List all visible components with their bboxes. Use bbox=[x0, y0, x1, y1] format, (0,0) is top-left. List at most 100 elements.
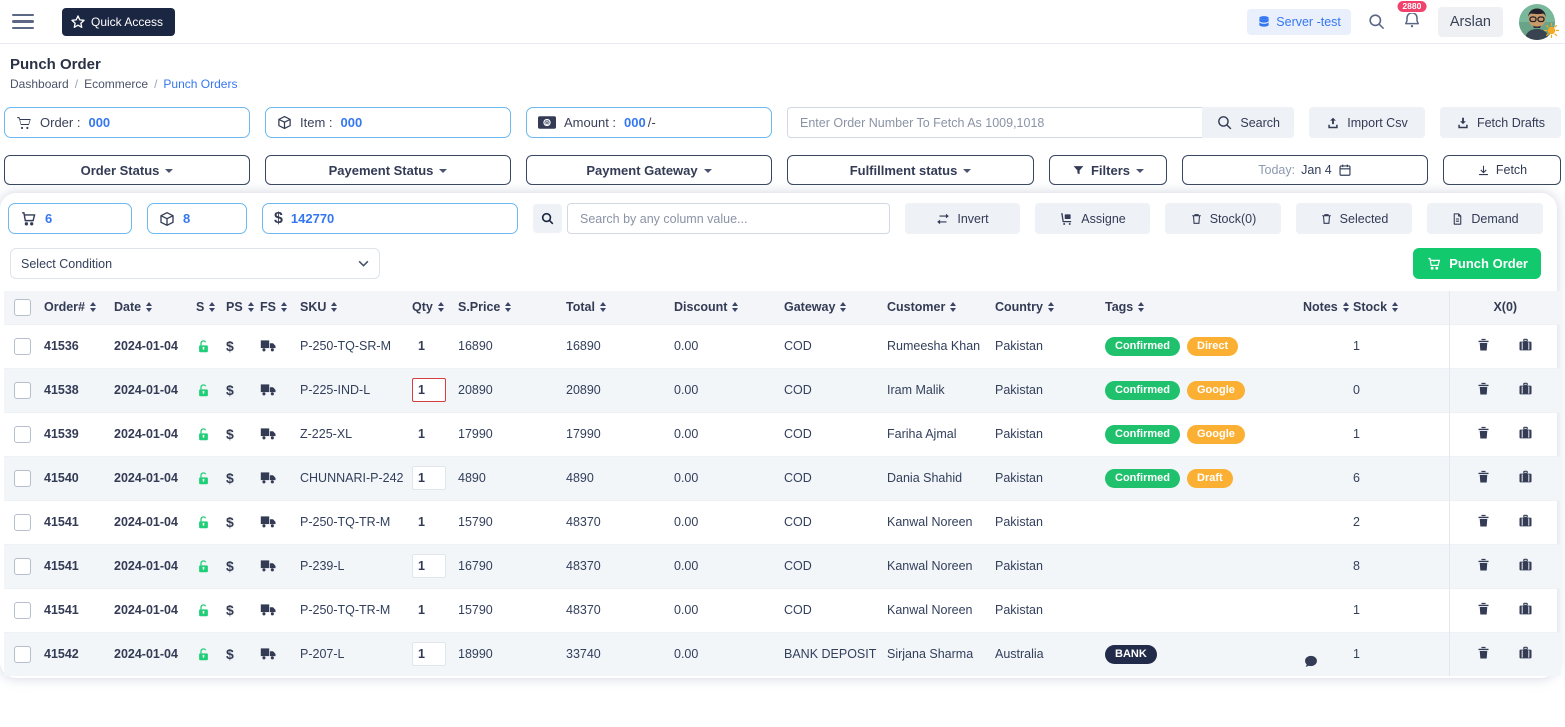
menu-icon[interactable] bbox=[12, 13, 34, 30]
stock-briefcase-icon[interactable] bbox=[1517, 557, 1534, 573]
delete-icon[interactable] bbox=[1476, 644, 1491, 661]
column-header-notes[interactable]: Notes bbox=[1299, 291, 1349, 324]
column-header-total[interactable]: Total bbox=[562, 291, 670, 324]
column-header-s-price[interactable]: S.Price bbox=[454, 291, 562, 324]
notifications-bell-icon[interactable] bbox=[1402, 9, 1422, 30]
stock-briefcase-icon[interactable] bbox=[1517, 425, 1534, 441]
column-header-date[interactable]: Date bbox=[110, 291, 192, 324]
row-checkbox[interactable] bbox=[14, 425, 31, 443]
delete-icon[interactable] bbox=[1476, 600, 1491, 617]
payment-status-dropdown[interactable]: Payement Status bbox=[265, 155, 511, 185]
column-header-sku[interactable]: SKU bbox=[296, 291, 408, 324]
customer-name: Kanwal Noreen bbox=[887, 603, 973, 617]
punch-order-button[interactable]: Punch Order bbox=[1413, 248, 1541, 279]
discount: 0.00 bbox=[674, 603, 699, 617]
column-header-tags[interactable]: Tags bbox=[1101, 291, 1299, 324]
qty-input[interactable] bbox=[412, 334, 446, 358]
demand-button[interactable]: Demand bbox=[1427, 203, 1543, 234]
breadcrumb-ecommerce[interactable]: Ecommerce bbox=[84, 77, 149, 91]
select-all-checkbox[interactable] bbox=[14, 298, 31, 316]
stock-briefcase-icon[interactable] bbox=[1517, 513, 1534, 529]
column-header-discount[interactable]: Discount bbox=[670, 291, 780, 324]
breadcrumb-dashboard[interactable]: Dashboard bbox=[10, 77, 69, 91]
column-header-country[interactable]: Country bbox=[991, 291, 1101, 324]
stock-briefcase-icon[interactable] bbox=[1517, 601, 1534, 617]
filters-dropdown[interactable]: Filters bbox=[1049, 155, 1167, 185]
fetch-button[interactable]: Fetch bbox=[1443, 155, 1561, 185]
sort-icon bbox=[505, 302, 512, 313]
row-checkbox[interactable] bbox=[14, 513, 31, 531]
column-header-fs[interactable]: FS bbox=[256, 291, 296, 324]
qty-input[interactable] bbox=[412, 422, 446, 446]
qty-input[interactable] bbox=[412, 642, 446, 667]
server-selector[interactable]: Server -test bbox=[1247, 8, 1351, 35]
qty-input[interactable] bbox=[412, 378, 446, 402]
column-header-s[interactable]: S bbox=[192, 291, 222, 324]
column-header-customer[interactable]: Customer bbox=[883, 291, 991, 324]
row-checkbox[interactable] bbox=[14, 337, 31, 355]
swap-arrows-icon bbox=[936, 213, 950, 225]
stock-briefcase-icon[interactable] bbox=[1517, 381, 1534, 397]
date-range-picker[interactable]: Today: Jan 4 bbox=[1182, 155, 1428, 185]
truck-icon bbox=[260, 515, 292, 529]
delete-icon[interactable] bbox=[1476, 380, 1491, 397]
note-bubble-icon[interactable] bbox=[1303, 654, 1345, 669]
search-button[interactable]: Search bbox=[1202, 107, 1294, 138]
column-search-input[interactable] bbox=[567, 203, 890, 234]
column-header-order-[interactable]: Order# bbox=[40, 291, 110, 324]
row-checkbox[interactable] bbox=[14, 381, 31, 399]
column-header-gateway[interactable]: Gateway bbox=[780, 291, 883, 324]
qty-input[interactable] bbox=[412, 554, 446, 578]
payment-gateway-dropdown[interactable]: Payment Gateway bbox=[526, 155, 772, 185]
column-header-qty[interactable]: Qty bbox=[408, 291, 454, 324]
fetch-drafts-button[interactable]: Fetch Drafts bbox=[1440, 107, 1561, 138]
fulfillment-status-dropdown[interactable]: Fulfillment status bbox=[787, 155, 1034, 185]
amount-box: 0 Amount : 000 /- bbox=[526, 107, 772, 138]
delete-icon[interactable] bbox=[1476, 424, 1491, 441]
row-checkbox[interactable] bbox=[14, 557, 31, 575]
order-status-dropdown[interactable]: Order Status bbox=[4, 155, 250, 185]
notification-count-badge: 2880 bbox=[1396, 0, 1428, 13]
stock-count: 6 bbox=[1353, 471, 1360, 485]
condition-row: Select Condition Punch Order bbox=[10, 248, 1541, 279]
qty-input[interactable] bbox=[412, 598, 446, 622]
stock-briefcase-icon[interactable] bbox=[1517, 469, 1534, 485]
customer-name: Kanwal Noreen bbox=[887, 515, 973, 529]
column-header-ps[interactable]: PS bbox=[222, 291, 256, 324]
quick-access-button[interactable]: Quick Access bbox=[62, 7, 176, 36]
order-date: 2024-01-04 bbox=[114, 383, 178, 397]
order-date: 2024-01-04 bbox=[114, 471, 178, 485]
selected-orders-box: 6 bbox=[8, 203, 132, 234]
customer-name: Rumeesha Khan bbox=[887, 339, 981, 353]
order-fetch-input[interactable] bbox=[787, 107, 1203, 138]
order-count-box: Order : 000 bbox=[4, 107, 250, 138]
row-checkbox[interactable] bbox=[14, 469, 31, 487]
user-name-chip[interactable]: Arslan bbox=[1437, 6, 1503, 37]
tag-google: Google bbox=[1187, 424, 1245, 444]
delete-icon[interactable] bbox=[1476, 468, 1491, 485]
selected-button[interactable]: Selected bbox=[1296, 203, 1412, 234]
tags-cell bbox=[1101, 499, 1299, 544]
condition-select[interactable]: Select Condition bbox=[10, 248, 380, 279]
avatar[interactable] bbox=[1519, 3, 1559, 40]
order-total: 17990 bbox=[566, 427, 601, 441]
delete-icon[interactable] bbox=[1476, 336, 1491, 353]
invert-button[interactable]: Invert bbox=[905, 203, 1020, 234]
row-checkbox[interactable] bbox=[14, 601, 31, 619]
stock-button[interactable]: Stock(0) bbox=[1165, 203, 1281, 234]
assign-button[interactable]: Assigne bbox=[1035, 203, 1150, 234]
tags-cell: Confirmed Direct bbox=[1101, 323, 1299, 368]
qty-input[interactable] bbox=[412, 466, 446, 490]
stock-briefcase-icon[interactable] bbox=[1517, 645, 1534, 661]
import-csv-button[interactable]: Import Csv bbox=[1309, 107, 1425, 138]
delete-icon[interactable] bbox=[1476, 512, 1491, 529]
calendar-icon bbox=[1338, 163, 1352, 177]
search-icon[interactable] bbox=[1367, 12, 1386, 31]
column-search-icon[interactable] bbox=[533, 204, 562, 233]
qty-input[interactable] bbox=[412, 510, 446, 534]
column-header-stock[interactable]: Stock bbox=[1349, 291, 1449, 324]
row-checkbox[interactable] bbox=[14, 645, 31, 663]
cube-icon bbox=[159, 211, 175, 227]
delete-icon[interactable] bbox=[1476, 556, 1491, 573]
stock-briefcase-icon[interactable] bbox=[1517, 337, 1534, 353]
